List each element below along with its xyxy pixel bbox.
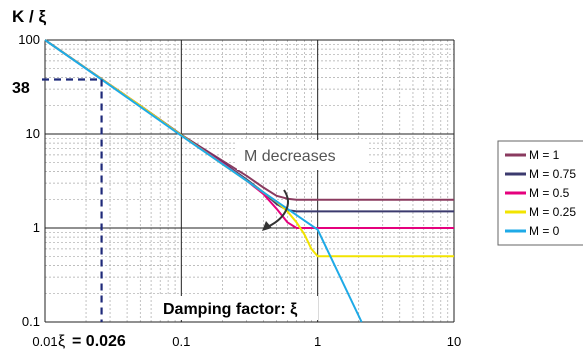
x-tick-label: 10 [447, 334, 461, 349]
legend: M = 1 M = 0.75 M = 0.5 M = 0.25 M = 0 [497, 140, 583, 246]
xi-callout-label: ξ = 0.026 [58, 333, 126, 350]
y-tick-label: 1 [33, 220, 40, 235]
x-tick-label: 0.1 [172, 334, 190, 349]
damping-annotation-label: Damping factor: ξ [163, 301, 298, 318]
legend-label: M = 0.5 [529, 186, 570, 200]
series-layer [44, 39, 454, 323]
series-line [44, 39, 363, 323]
trend-annotation-box [237, 140, 369, 170]
damping-annotation-box [158, 296, 318, 320]
series-line [44, 39, 454, 201]
legend-label: M = 0.75 [529, 167, 576, 181]
y-tick-label: 10 [26, 126, 40, 141]
x-tick-label: 0.01 [32, 334, 57, 349]
callout-y-value: 38 [12, 80, 30, 97]
callout-lines [42, 78, 103, 322]
trend-annotation-label: M decreases [244, 148, 336, 165]
y-tick-label: 100 [18, 32, 40, 47]
legend-label: M = 1 [529, 148, 560, 162]
x-tick-label: 1 [314, 334, 321, 349]
series-line [44, 39, 454, 213]
trend-annotation: M decreases [237, 140, 369, 170]
xi-value: = 0.026 [72, 333, 126, 350]
trend-arrow [262, 189, 289, 231]
y-axis-label: K / ξ [12, 7, 46, 26]
damping-annotation: Damping factor: ξ [158, 296, 318, 320]
tick-labels: 100 10 1 0.1 0.01 0.1 1 10 [18, 32, 461, 349]
legend-label: M = 0 [529, 224, 560, 238]
y-tick-label: 0.1 [22, 314, 40, 329]
legend-label: M = 0.25 [529, 205, 576, 219]
xi-symbol: ξ [58, 333, 65, 350]
